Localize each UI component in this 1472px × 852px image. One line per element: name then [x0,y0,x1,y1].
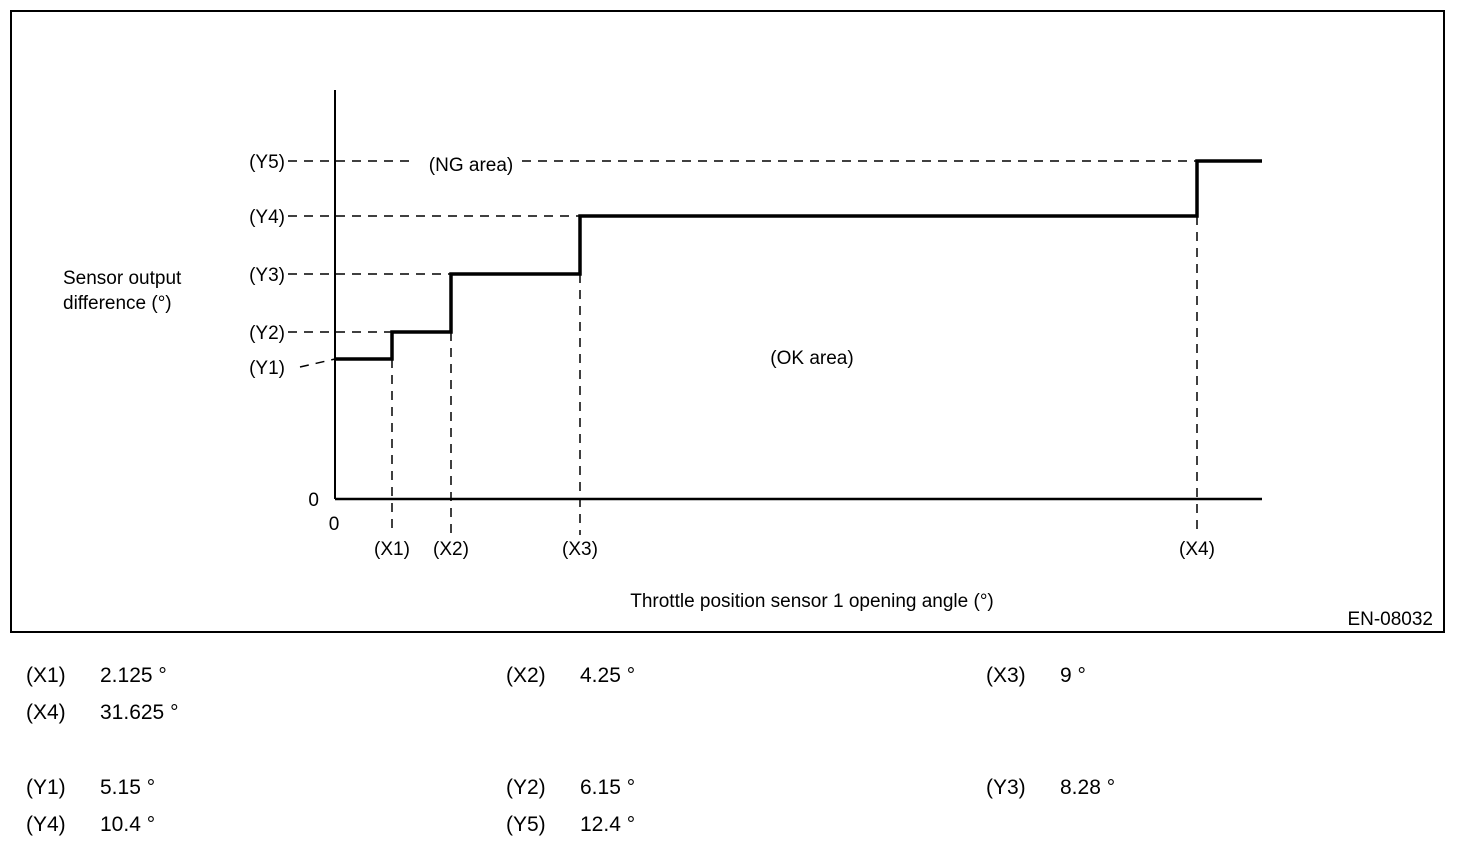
y5-label: (Y5) [249,152,285,173]
origin-x-label: 0 [329,514,340,535]
legend-value: 31.625 ° [100,701,179,724]
x4-label: (X4) [1179,539,1215,560]
legend-value: 5.15 ° [100,776,156,799]
legend-y4: (Y4) 10.4 ° [26,813,155,837]
legend-y1: (Y1) 5.15 ° [26,776,155,800]
legend-value: 4.25 ° [580,664,636,687]
legend-x3: (X3) 9 ° [986,664,1086,688]
legend-key: (Y4) [26,813,66,836]
legend-y5: (Y5) 12.4 ° [506,813,635,837]
x-axis-label: Throttle position sensor 1 opening angle… [630,591,994,612]
legend-value: 6.15 ° [580,776,636,799]
legend-key: (Y1) [26,776,66,799]
legend-x1: (X1) 2.125 ° [26,664,167,688]
legend-value: 2.125 ° [100,664,167,687]
threshold-step-line [335,159,1262,361]
legend-key: (Y2) [506,776,546,799]
legend-value: 9 ° [1060,664,1086,687]
legend-key: (X3) [986,664,1026,687]
legend-key: (Y5) [506,813,546,836]
legend-value: 12.4 ° [580,813,636,836]
legend-key: (Y3) [986,776,1026,799]
y1-label: (Y1) [249,358,285,379]
ok-area-label: (OK area) [770,348,853,369]
legend-key: (X2) [506,664,546,687]
y4-label: (Y4) [249,207,285,228]
y-axis-label-line1: Sensor output [63,268,182,289]
y-axis-label-line2: difference (°) [63,293,172,314]
y3-label: (Y3) [249,265,285,286]
legend-value: 8.28 ° [1060,776,1116,799]
legend-y2: (Y2) 6.15 ° [506,776,635,800]
legend-key: (X1) [26,664,66,687]
figure-id: EN-08032 [1347,609,1433,630]
y2-label: (Y2) [249,323,285,344]
x2-label: (X2) [433,539,469,560]
origin-y-label: 0 [308,490,319,511]
y1-guide [299,358,336,368]
legend-value: 10.4 ° [100,813,156,836]
legend-x4: (X4) 31.625 ° [26,701,178,725]
legend-key: (X4) [26,701,66,724]
legend-x2: (X2) 4.25 ° [506,664,635,688]
x1-label: (X1) [374,539,410,560]
legend-y3: (Y3) 8.28 ° [986,776,1115,800]
diagram-frame [10,10,1445,633]
x3-label: (X3) [562,539,598,560]
ng-area-label: (NG area) [429,155,513,176]
